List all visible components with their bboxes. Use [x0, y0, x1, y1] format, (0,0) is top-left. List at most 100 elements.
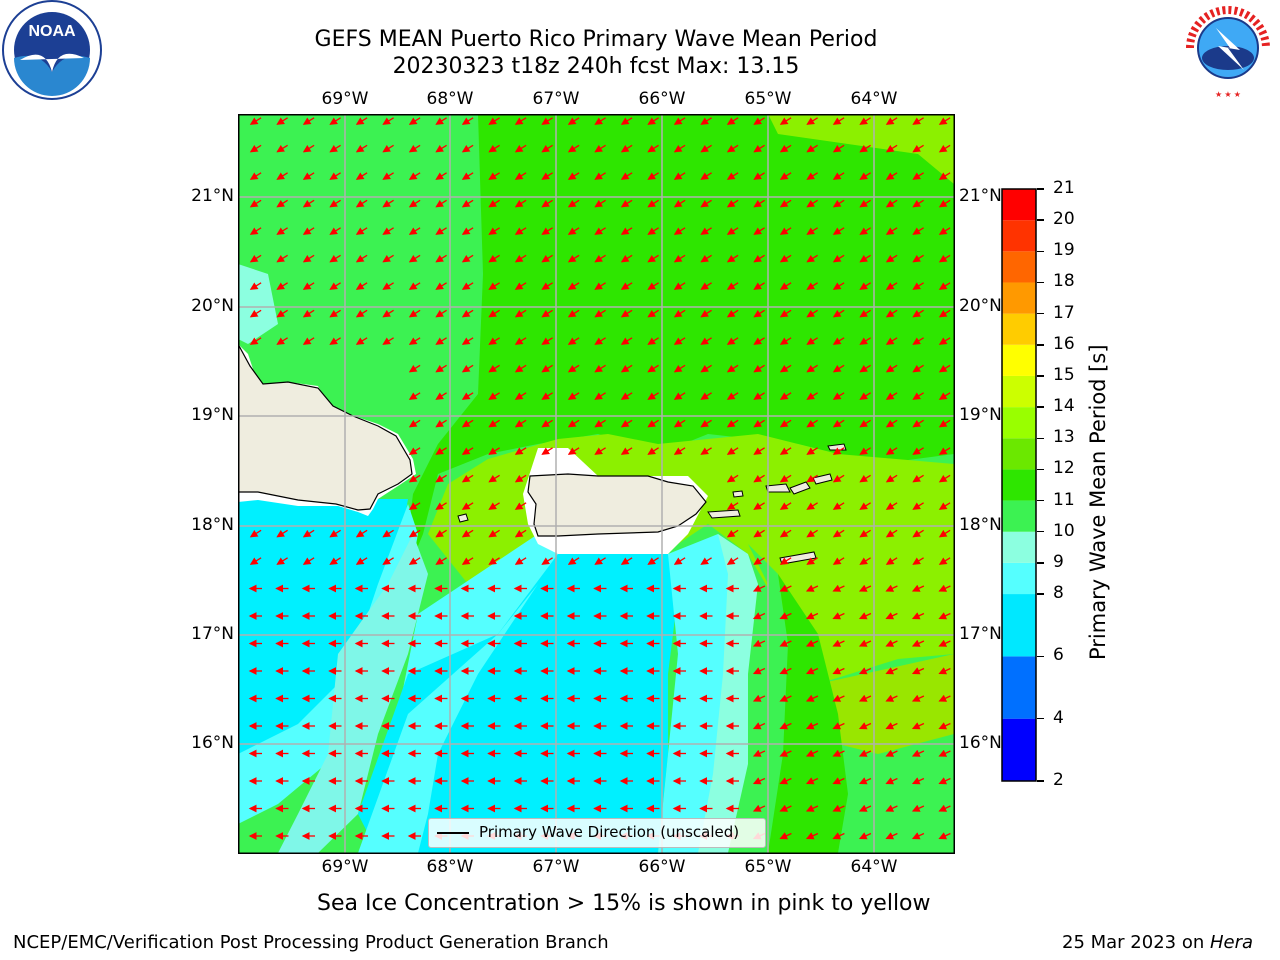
- wave-direction-arrow: [514, 117, 527, 125]
- wave-direction-arrow: [859, 447, 871, 455]
- wave-direction-arrow: [461, 199, 474, 208]
- wave-direction-arrow: [753, 447, 765, 455]
- wave-direction-arrow: [249, 227, 262, 235]
- wave-direction-arrow: [832, 612, 845, 620]
- wave-direction-arrow: [832, 777, 845, 785]
- wave-direction-arrow: [408, 144, 421, 153]
- wave-direction-arrow: [647, 282, 659, 290]
- wave-direction-arrow: [355, 529, 368, 538]
- wave-direction-arrow: [779, 309, 792, 318]
- wave-direction-arrow: [885, 337, 898, 345]
- colorbar-tick: [1037, 219, 1044, 221]
- wave-direction-arrow: [859, 392, 871, 400]
- wave-direction-arrow: [832, 529, 845, 538]
- wave-direction-arrow: [806, 419, 818, 428]
- wave-direction-arrow: [435, 557, 447, 565]
- colorbar-tick-label: 6: [1053, 645, 1064, 666]
- wave-direction-arrow: [382, 254, 394, 263]
- wave-direction-arrow: [885, 722, 898, 730]
- wave-direction-arrow: [249, 337, 262, 345]
- wave-direction-arrow: [938, 364, 951, 373]
- wave-direction-arrow: [673, 254, 686, 263]
- wave-direction-arrow: [700, 227, 712, 235]
- wave-direction-arrow: [700, 557, 712, 565]
- wave-direction-arrow: [806, 337, 818, 345]
- wave-direction-arrow: [435, 474, 447, 483]
- wave-direction-arrow: [938, 694, 951, 702]
- wave-direction-arrow: [805, 722, 819, 730]
- wave-direction-arrow: [567, 144, 580, 153]
- wave-direction-arrow: [726, 199, 739, 208]
- wave-direction-arrow: [753, 419, 765, 428]
- colorbar-segment: [1002, 251, 1036, 283]
- wave-direction-arrow: [647, 447, 659, 455]
- wave-direction-arrow: [355, 144, 368, 153]
- wave-direction-arrow: [461, 337, 474, 345]
- wave-direction-arrow: [779, 337, 792, 345]
- wave-direction-arrow: [408, 419, 421, 428]
- wave-direction-arrow: [938, 117, 951, 125]
- wave-direction-arrow: [911, 639, 925, 647]
- lon-label-top-65w: 65°W: [744, 89, 792, 109]
- colorbar-frame: [1001, 188, 1037, 782]
- wave-direction-arrow: [594, 337, 606, 345]
- wave-direction-arrow: [779, 639, 792, 647]
- wave-direction-arrow: [461, 282, 474, 290]
- wave-direction-arrow: [752, 612, 766, 620]
- wave-direction-arrow: [435, 392, 447, 400]
- wave-direction-arrow: [832, 667, 845, 675]
- wave-direction-arrow: [673, 172, 686, 180]
- wave-direction-arrow: [355, 254, 368, 263]
- wave-direction-arrow: [382, 309, 394, 318]
- wave-direction-arrow: [779, 832, 792, 840]
- wave-direction-arrow: [752, 722, 766, 730]
- wave-direction-arrow: [329, 557, 341, 565]
- wave-direction-arrow: [302, 227, 315, 235]
- wave-direction-arrow: [726, 529, 739, 538]
- wave-direction-arrow: [382, 337, 394, 345]
- wave-direction-arrow: [461, 172, 474, 180]
- colorbar-tick: [1037, 437, 1044, 439]
- wave-direction-arrow: [832, 309, 845, 318]
- wave-direction-arrow: [355, 227, 368, 235]
- wave-direction-arrow: [435, 529, 447, 538]
- wave-direction-arrow: [620, 172, 633, 180]
- wave-direction-arrow: [673, 144, 686, 153]
- wave-direction-arrow: [329, 144, 341, 153]
- wave-direction-arrow: [514, 227, 527, 235]
- wave-direction-arrow: [779, 694, 792, 702]
- st-thomas-island: [765, 483, 791, 493]
- map-frame: [238, 114, 955, 854]
- wave-direction-arrow: [726, 364, 739, 373]
- colorbar-tick-label: 8: [1053, 583, 1064, 604]
- wave-direction-arrow: [249, 309, 262, 318]
- wave-direction-arrow: [567, 392, 580, 400]
- wave-direction-arrow: [594, 172, 606, 180]
- wave-direction-arrow: [435, 419, 447, 428]
- colorbar-tick: [1037, 499, 1044, 502]
- colorbar-tick-label: 12: [1053, 458, 1075, 479]
- wave-direction-arrow: [753, 282, 765, 290]
- wave-direction-arrow: [752, 584, 766, 592]
- wave-direction-arrow: [911, 832, 925, 840]
- period-field-9-10-northwest: [238, 264, 278, 344]
- wave-direction-arrow: [779, 117, 792, 125]
- wave-direction-arrow: [541, 227, 553, 235]
- wave-direction-arrow: [779, 612, 792, 620]
- colorbar-tick-label: 9: [1053, 551, 1064, 572]
- wave-direction-arrow: [753, 227, 765, 235]
- wave-direction-arrow: [567, 364, 580, 373]
- wave-direction-arrow: [832, 557, 845, 565]
- wave-direction-arrow: [408, 392, 421, 400]
- wave-direction-arrow: [938, 309, 951, 318]
- wave-direction-arrow: [647, 337, 659, 345]
- wave-direction-arrow: [435, 254, 447, 263]
- lon-label-top-68w: 68°W: [426, 89, 474, 109]
- colorbar-tick-label: 20: [1053, 209, 1075, 230]
- wave-direction-arrow: [885, 584, 898, 592]
- wave-direction-arrow: [302, 309, 315, 318]
- wave-direction-arrow: [858, 749, 872, 757]
- wave-direction-arrow: [858, 777, 872, 785]
- wave-direction-arrow: [938, 227, 951, 235]
- wave-direction-arrow: [673, 419, 686, 428]
